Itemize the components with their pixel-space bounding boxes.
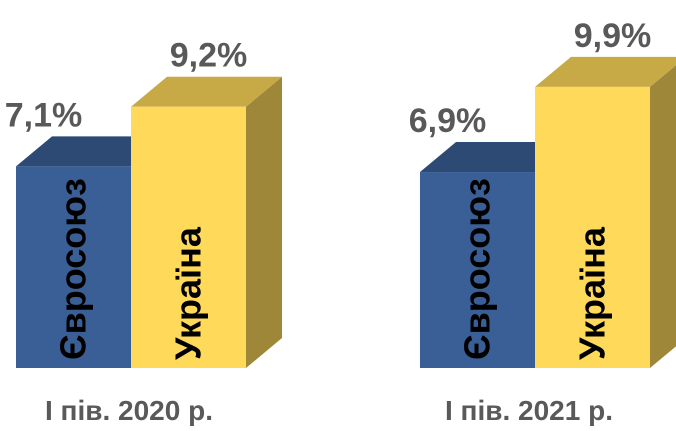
value-label: 9,9% bbox=[574, 17, 652, 55]
bar-front-face bbox=[131, 106, 246, 368]
bar-group-1: Євросоюз 7,1% Україна 9,2% І пів. 2020 р. bbox=[5, 37, 282, 426]
bar-series-label: Україна bbox=[572, 226, 613, 360]
value-label: 9,2% bbox=[170, 37, 248, 75]
bar-side-face bbox=[246, 76, 282, 368]
bar-top-face bbox=[131, 76, 282, 107]
bar-series-label: Євросоюз bbox=[457, 178, 498, 360]
category-label: І пів. 2021 р. bbox=[445, 395, 613, 426]
bar-front-face bbox=[535, 86, 650, 368]
bar-ukraine-1: Україна 9,2% bbox=[131, 37, 282, 368]
bar-ukraine-2: Україна 9,9% bbox=[535, 17, 676, 368]
value-label: 7,1% bbox=[5, 96, 83, 134]
bar-top-face bbox=[16, 136, 167, 167]
bar-top-face bbox=[535, 56, 676, 87]
bar-group-2: Євросоюз 6,9% Україна 9,9% І пів. 2021 р. bbox=[409, 17, 676, 426]
value-label: 6,9% bbox=[409, 102, 487, 140]
bar-series-label: Євросоюз bbox=[53, 178, 94, 360]
bar-front-face bbox=[16, 166, 131, 368]
category-label: І пів. 2020 р. bbox=[45, 395, 213, 426]
bar-side-face bbox=[650, 65, 676, 368]
bar-front-face bbox=[420, 172, 535, 368]
bar-series-label: Україна bbox=[168, 226, 209, 360]
bar-top-face bbox=[420, 142, 571, 173]
